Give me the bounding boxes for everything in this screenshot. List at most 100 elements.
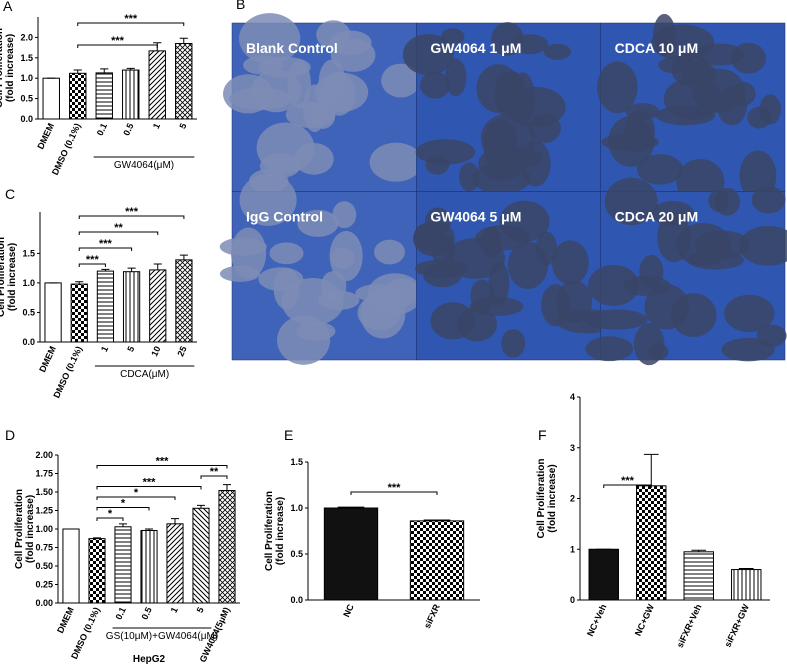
cell-cluster xyxy=(238,13,301,65)
bar xyxy=(62,528,80,604)
cell-cluster xyxy=(360,289,406,339)
significance-label: *** xyxy=(99,238,113,250)
bar xyxy=(69,72,87,120)
x-tick-label: DMEM xyxy=(55,606,76,635)
bar xyxy=(148,50,166,120)
y-tick-label: 0.75 xyxy=(35,543,53,553)
bar xyxy=(218,490,236,604)
cell-cluster xyxy=(604,177,658,226)
error-bar xyxy=(75,281,84,285)
cell-cluster xyxy=(543,43,572,60)
x-tick-label: 1 xyxy=(151,122,162,131)
cell-cluster xyxy=(297,209,339,237)
y-axis-label: Cell Proliferation xyxy=(0,28,5,108)
x-tick-label: 0.1 xyxy=(95,122,109,138)
significance-label: *** xyxy=(143,477,157,489)
micrograph: IgG Control xyxy=(219,174,423,365)
y-tick-label: 1.25 xyxy=(35,506,53,516)
significance-label: *** xyxy=(621,475,635,487)
cell-cluster xyxy=(281,278,344,326)
cell-cluster xyxy=(316,20,351,50)
x-tick-label: siFXR+GW xyxy=(722,602,751,649)
cell-cluster xyxy=(747,106,772,129)
micrograph-label: CDCA 20 μM xyxy=(615,209,699,225)
bar xyxy=(122,271,141,343)
cell-cluster xyxy=(251,69,302,113)
y-tick-label: 1.0 xyxy=(290,503,303,513)
x-tick-label: 5 xyxy=(195,606,206,615)
cell-cluster xyxy=(219,265,261,282)
cell-cluster xyxy=(510,34,549,55)
group-label: CDCA(μM) xyxy=(120,369,169,380)
significance-label: *** xyxy=(388,482,402,494)
bar xyxy=(122,69,140,120)
micrograph-label: IgG Control xyxy=(246,209,323,225)
group-label: GS(10μM)+GW4064(μM) xyxy=(106,631,218,642)
bar xyxy=(175,259,193,343)
error-bar xyxy=(126,67,135,71)
bar xyxy=(323,507,379,601)
cell-cluster xyxy=(730,42,766,74)
bar xyxy=(149,269,167,343)
y-tick-label: 0.00 xyxy=(35,598,53,608)
error-bar xyxy=(691,549,707,552)
y-tick-label: 2.00 xyxy=(35,450,53,460)
cell-cluster xyxy=(721,337,775,362)
cell-cluster xyxy=(644,284,690,330)
x-tick-label: siFXR+Veh xyxy=(675,603,704,650)
cell-cluster xyxy=(445,237,506,279)
cell-cluster xyxy=(639,254,664,289)
significance-bracket xyxy=(96,465,228,469)
y-axis-label: (fold increase) xyxy=(25,495,36,563)
y-tick-label: 0 xyxy=(570,595,575,605)
significance-bracket xyxy=(78,247,133,251)
cell-cluster xyxy=(420,71,451,99)
y-tick-label: 4 xyxy=(570,392,575,402)
cell-cluster xyxy=(584,309,648,330)
error-bar xyxy=(153,263,162,270)
cell-cluster xyxy=(374,239,405,265)
panel-letter: F xyxy=(538,427,547,443)
y-axis-label: Cell Proliferation xyxy=(264,491,275,571)
error-bar xyxy=(179,254,188,260)
error-bar xyxy=(738,568,754,570)
error-bar xyxy=(73,69,82,74)
cell-cluster xyxy=(636,154,684,185)
x-tick-label: 0.5 xyxy=(139,606,153,622)
y-tick-label: 1.5 xyxy=(22,248,35,258)
y-tick-label: 0.5 xyxy=(22,307,35,317)
significance-bracket xyxy=(78,215,185,219)
significance-bracket xyxy=(96,507,150,511)
significance-bracket xyxy=(96,486,202,490)
bar xyxy=(636,485,667,601)
cell-cluster xyxy=(675,223,731,267)
significance-bracket xyxy=(77,22,185,26)
y-axis-label: Cell Proliferation xyxy=(14,489,25,569)
error-bar xyxy=(101,268,110,272)
group-label: GW4064(μM) xyxy=(114,160,174,171)
bar xyxy=(166,523,184,604)
significance-label: * xyxy=(108,508,113,520)
cell-cluster xyxy=(724,294,775,333)
bar xyxy=(731,569,762,601)
cell-cluster xyxy=(219,237,267,256)
x-tick-label: NC+Veh xyxy=(585,603,609,638)
cell-cluster xyxy=(239,174,297,226)
cell-cluster xyxy=(751,186,786,214)
bar xyxy=(95,72,113,120)
micrograph-label: CDCA 10 μM xyxy=(615,40,699,56)
x-tick-label: siFXR xyxy=(422,602,442,630)
significance-bracket xyxy=(200,475,228,479)
x-tick-label: DMSO (0.1%) xyxy=(69,606,102,661)
error-bar xyxy=(118,523,128,527)
x-tick-label: 1 xyxy=(99,345,110,354)
cell-cluster xyxy=(714,187,741,216)
cell-cluster xyxy=(501,328,526,358)
bar xyxy=(192,507,210,604)
x-tick-label: 25 xyxy=(175,345,188,358)
micrograph-label: GW4064 5 μM xyxy=(430,209,521,225)
y-tick-label: 0.0 xyxy=(22,337,35,347)
significance-bracket xyxy=(603,484,652,488)
cell-cluster xyxy=(652,13,676,57)
significance-label: *** xyxy=(156,456,170,468)
